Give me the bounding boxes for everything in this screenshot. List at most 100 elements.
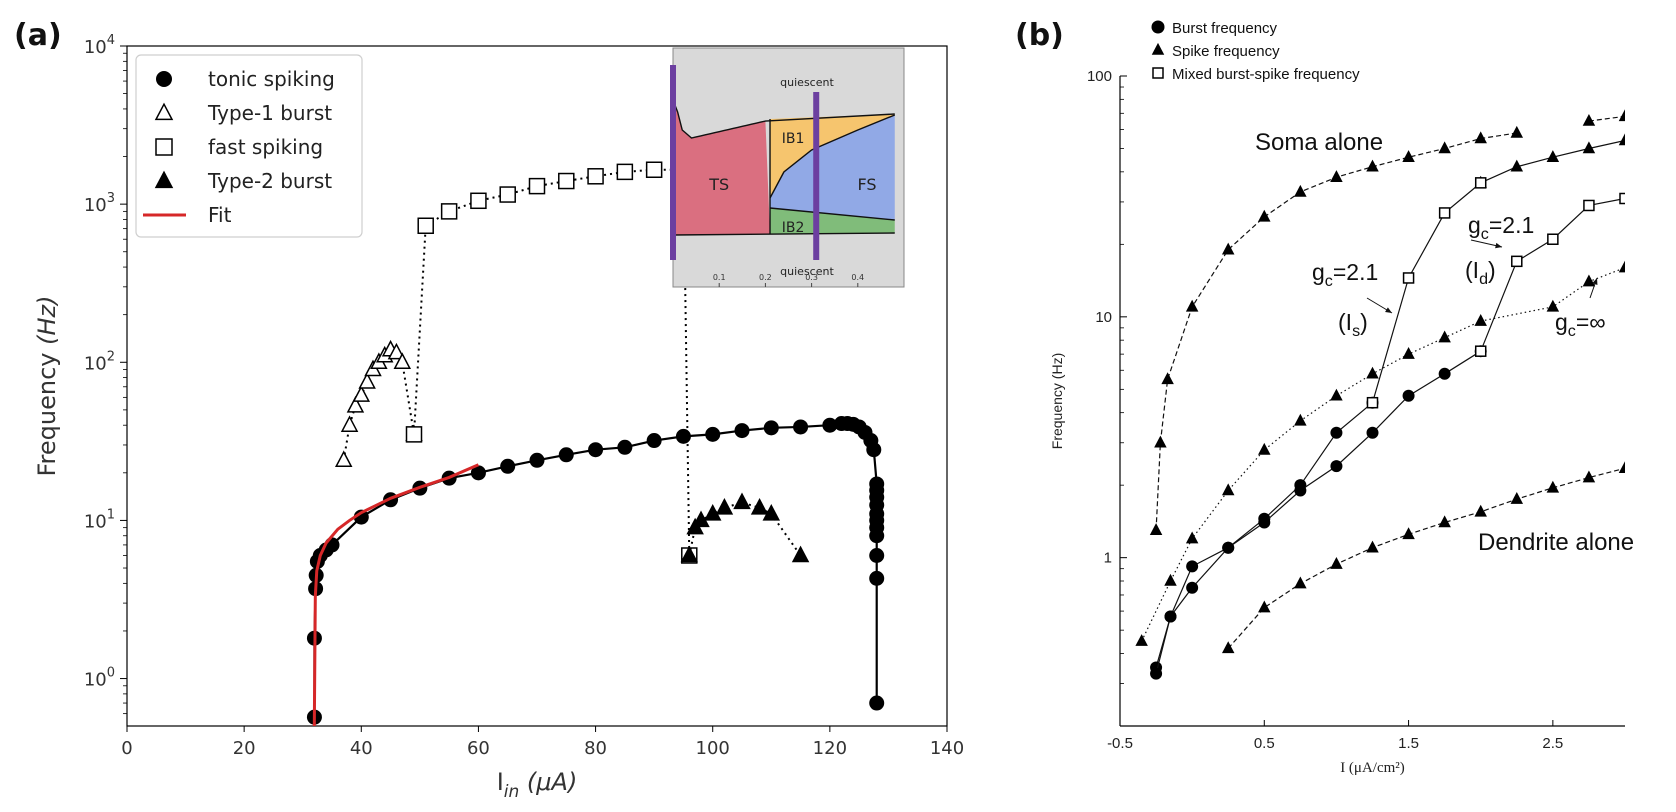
x-tick-label-a: 80 (584, 738, 607, 759)
data-point-b-3 (1258, 442, 1271, 455)
legend-marker-type1 (154, 102, 174, 121)
chart-a: 0 20 40 60 80 100 120 140 100 101 102 103 104 Iin (μA… (33, 33, 964, 802)
inset-marker-line-right (813, 92, 820, 260)
data-point-type1 (387, 342, 406, 360)
data-point-fast (470, 192, 487, 210)
data-point-b-4 (1258, 600, 1271, 613)
data-point-b-4 (1221, 641, 1235, 654)
data-point-b-4 (1474, 504, 1487, 517)
data-point-b-4 (1366, 540, 1379, 553)
data-point-b-7 (1366, 396, 1379, 409)
inset-label-ib1: IB1 (782, 131, 805, 147)
legend-label-fast: fast spiking (208, 135, 323, 159)
y-tick-label-b: 100 (1087, 68, 1112, 85)
annotation-gc-infinity: gc=∞ (1555, 309, 1606, 340)
data-point-tonic (869, 548, 885, 564)
annotation-soma-alone: Soma alone (1255, 129, 1383, 156)
x-tick-label-b: 2.5 (1542, 735, 1563, 752)
data-point-b-5 (1330, 426, 1343, 439)
x-tick-label-a: 120 (813, 738, 847, 759)
data-point-type2 (680, 545, 699, 563)
data-point-b-0 (1258, 209, 1271, 222)
data-point-b-7 (1474, 177, 1487, 189)
annotation-arrow-id-head (1495, 242, 1502, 249)
data-point-tonic (822, 417, 838, 433)
data-point-b-6 (1186, 560, 1199, 573)
data-point-b-6 (1402, 389, 1415, 402)
data-point-fast (645, 161, 663, 178)
x-tick-label-a: 40 (350, 738, 373, 759)
inset-x-tick-label: 0.3 (805, 273, 818, 282)
data-point-b-3 (1618, 260, 1625, 273)
panel-label-a: (a) (14, 18, 62, 53)
data-point-b-0 (1154, 435, 1167, 448)
data-point-b-0 (1330, 170, 1343, 182)
inset-x-tick-label: 0.2 (759, 273, 772, 282)
annotation-arrow-gc-infinity-head (1592, 278, 1598, 285)
data-point-tonic (675, 428, 691, 444)
data-point-b-4 (1618, 461, 1625, 474)
data-point-b-6 (1164, 610, 1177, 623)
data-point-tonic (617, 439, 633, 455)
data-point-b-0 (1438, 141, 1451, 154)
y-tick-label-a: 100 (84, 666, 115, 691)
data-point-tonic (470, 465, 486, 481)
data-point-b-3 (1294, 413, 1307, 426)
y-tick-label-a: 104 (84, 33, 115, 58)
data-point-fast (499, 186, 516, 203)
inset-region-ib2 (770, 208, 895, 235)
data-point-b-0 (1366, 159, 1379, 172)
data-point-fast (528, 177, 546, 195)
data-point-tonic (869, 476, 885, 492)
y-tick-label-a: 102 (84, 349, 115, 374)
data-point-b-4 (1330, 557, 1343, 569)
series-line-fast (413, 168, 691, 556)
data-point-b-6 (1150, 667, 1163, 680)
data-point-b-3 (1164, 573, 1177, 586)
data-point-b-8 (1619, 192, 1625, 205)
data-point-b-7 (1438, 207, 1451, 219)
data-point-b-6 (1222, 541, 1235, 554)
data-point-b-3 (1185, 531, 1199, 544)
legend-box-a (135, 54, 363, 238)
annotation-arrow-is-head (1385, 307, 1392, 313)
data-point-fast (616, 163, 634, 181)
legend-label-b-burst: Burst frequency (1172, 20, 1278, 37)
y-tick-label-a: 101 (84, 507, 115, 532)
data-point-tonic (500, 458, 516, 474)
annotation-dendrite-alone: Dendrite alone (1478, 529, 1634, 556)
inset-boundary-ib2 (769, 207, 895, 221)
data-point-tonic (529, 452, 545, 468)
data-point-b-2 (1618, 133, 1625, 146)
data-point-b-4 (1294, 576, 1307, 589)
inset-label-ts: TS (708, 175, 729, 194)
inset-x-tick-label: 0.1 (713, 273, 726, 282)
plot-frame-a (126, 45, 948, 727)
data-point-tonic (705, 426, 721, 442)
inset-boundary-bottom (672, 232, 895, 236)
legend-b: Burst frequency Spike frequency Mixed burs… (1151, 20, 1360, 83)
data-point-b-0 (1294, 184, 1307, 197)
data-point-fast (587, 168, 604, 185)
data-point-b-6 (1366, 426, 1379, 439)
data-point-tonic (558, 447, 574, 463)
data-point-type2 (750, 498, 769, 515)
series-line-b-3 (1141, 267, 1625, 642)
legend-label-type2: Type-2 burst (207, 169, 332, 193)
data-point-b-3 (1474, 313, 1487, 326)
x-tick-label-a: 100 (696, 738, 730, 759)
data-point-type1 (334, 450, 353, 468)
data-point-b-7 (1402, 272, 1415, 284)
x-axis-label-b: I (μA/cm²) (1340, 760, 1405, 776)
data-point-fast (417, 217, 434, 235)
series-line-b-6 (1155, 350, 1482, 674)
data-point-b-8 (1511, 255, 1523, 268)
data-point-b-6 (1294, 484, 1307, 497)
data-point-fast (558, 172, 575, 190)
legend-marker-type2 (154, 170, 174, 189)
data-point-b-3 (1330, 388, 1343, 401)
inset-label-fs: FS (858, 175, 877, 194)
data-point-b-3 (1582, 274, 1596, 287)
data-point-b-8 (1547, 233, 1559, 245)
